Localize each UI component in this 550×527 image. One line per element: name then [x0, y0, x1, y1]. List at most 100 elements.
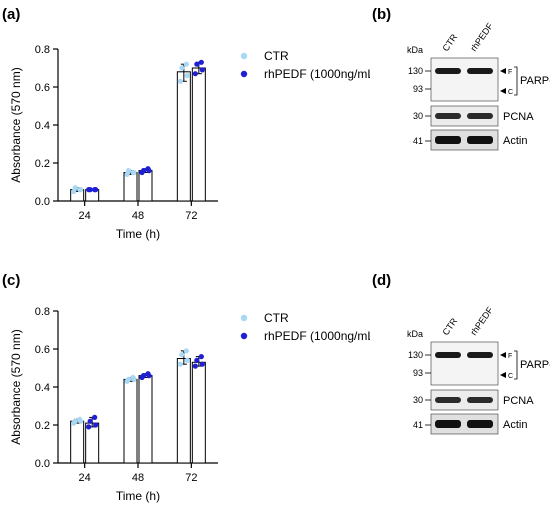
legend-marker	[240, 70, 248, 78]
bar	[138, 170, 153, 202]
blot-box-actin	[430, 129, 499, 151]
y-tick-label: 0.2	[35, 158, 50, 170]
legend-label: CTR	[264, 49, 289, 63]
y-tick-label: 0.6	[35, 344, 50, 356]
data-point	[192, 363, 198, 369]
data-point	[177, 361, 183, 367]
band-pcna-rhpedf	[467, 397, 493, 403]
data-point	[183, 348, 189, 354]
y-tick-label: 0.6	[35, 82, 50, 94]
bar	[123, 378, 138, 464]
bar-chart-a: 0.0 0.2 0.4 0.6 0.8 24 48 72 Time (h) Absorbance …	[9, 44, 370, 241]
lane-label: CTR	[440, 316, 459, 337]
band-parp-rhpedf	[467, 68, 493, 74]
arrow-full-icon	[500, 352, 506, 358]
arrow-cleaved-icon	[500, 88, 506, 94]
band-actin-ctr	[435, 136, 461, 144]
y-axis-label: Absorbance (570 nm)	[9, 67, 23, 182]
bar-chart-c: 0.0 0.2 0.4 0.6 0.8 24 48 72 Time (h) Absorbance …	[9, 306, 370, 503]
arrow-cleaved-label: C	[508, 89, 513, 96]
y-tick-label: 0.0	[35, 196, 50, 208]
kda-label: kDa	[407, 45, 423, 55]
y-tick-label: 0.4	[35, 382, 50, 394]
parp-bracket	[514, 350, 518, 380]
blot-box-actin	[430, 413, 499, 435]
blot-box-parp	[430, 341, 499, 386]
legend-label: rhPEDF (1000ng/mL)	[264, 329, 370, 343]
x-tick-label: 72	[185, 472, 197, 484]
data-point	[145, 371, 151, 377]
x-axis-label: Time (h)	[116, 227, 160, 241]
data-point	[130, 374, 136, 381]
data-point	[183, 61, 189, 67]
data-point	[130, 169, 136, 176]
legend-marker	[240, 314, 248, 322]
arrow-full-icon	[500, 68, 506, 74]
data-point	[125, 376, 132, 382]
western-blot-b: kDa CTR rhPEDF 130 93 30 41 F C PARP-1 PCNA Actin	[407, 21, 550, 151]
data-point	[184, 73, 190, 79]
bar	[191, 361, 206, 464]
marker-label: 130	[408, 350, 423, 360]
x-tick-label: 72	[185, 210, 197, 222]
panel-label-a: (a)	[2, 6, 21, 23]
y-tick-label: 0.4	[35, 120, 50, 132]
data-point	[199, 361, 205, 367]
band-actin-ctr	[435, 420, 461, 428]
data-point	[145, 166, 151, 172]
bar	[138, 375, 153, 464]
data-point	[87, 187, 93, 193]
data-point	[87, 418, 93, 424]
x-tick-label: 24	[79, 210, 91, 222]
lane-label: CTR	[440, 32, 459, 53]
data-point	[77, 187, 83, 193]
marker-label: 41	[413, 136, 423, 146]
data-point	[194, 357, 200, 363]
band-label-parp: PARP-1	[520, 359, 550, 371]
band-label-actin: Actin	[503, 419, 527, 431]
y-tick-label: 0.8	[35, 306, 50, 318]
band-label-pcna: PCNA	[503, 111, 534, 123]
data-point	[77, 416, 83, 422]
panel-label-b: (b)	[372, 6, 392, 23]
bar	[176, 71, 191, 202]
band-pcna-ctr	[435, 113, 461, 119]
blot-box-parp	[430, 57, 499, 102]
data-point	[92, 414, 98, 420]
lane-label: rhPEDF	[468, 21, 495, 53]
bar	[191, 67, 206, 202]
band-label-pcna: PCNA	[503, 395, 534, 407]
marker-label: 30	[413, 111, 423, 121]
parp-bracket	[514, 66, 518, 96]
data-point	[198, 354, 204, 360]
data-point	[192, 71, 198, 77]
legend-marker	[240, 52, 248, 60]
bar	[176, 358, 191, 464]
marker-label: 41	[413, 420, 423, 430]
legend-label: CTR	[264, 311, 289, 325]
band-pcna-ctr	[435, 397, 461, 403]
data-point	[72, 418, 78, 424]
data-point	[140, 168, 147, 174]
band-actin-rhpedf	[467, 136, 493, 144]
panel-label-d: (d)	[372, 272, 392, 289]
lane-label: rhPEDF	[468, 305, 495, 337]
legend-marker	[240, 332, 248, 340]
x-tick-label: 48	[132, 210, 144, 222]
band-actin-rhpedf	[467, 420, 493, 428]
data-point	[125, 168, 132, 174]
band-label-actin: Actin	[503, 135, 527, 147]
y-tick-label: 0.2	[35, 420, 50, 432]
band-pcna-rhpedf	[467, 113, 493, 119]
marker-label: 93	[413, 84, 423, 94]
x-tick-label: 48	[132, 472, 144, 484]
y-tick-label: 0.8	[35, 44, 50, 56]
arrow-full-label: F	[508, 69, 512, 76]
arrow-full-label: F	[508, 353, 512, 360]
data-point	[177, 78, 183, 84]
x-tick-label: 24	[79, 472, 91, 484]
x-axis-label: Time (h)	[116, 489, 160, 503]
band-parp-ctr	[435, 68, 461, 74]
data-point	[179, 65, 185, 71]
data-point	[140, 373, 147, 379]
